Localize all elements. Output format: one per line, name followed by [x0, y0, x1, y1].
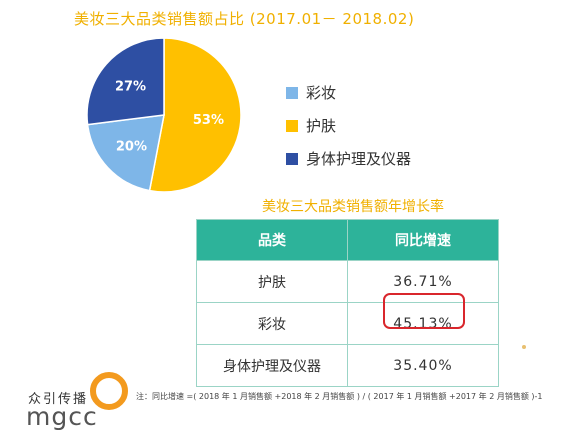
pie-slice-makeup [86, 114, 165, 192]
table-row: 身体护理及仪器 35.40% [196, 344, 499, 387]
legend-swatch-makeup [286, 86, 298, 99]
legend-item-makeup: 彩妆 [286, 76, 411, 109]
highlight-box [383, 293, 465, 329]
logo-en-text: mgcc [26, 402, 98, 431]
decorative-dot [522, 345, 526, 349]
table-header-row: 品类 同比增速 [196, 219, 499, 261]
pie-slice-skincare [148, 37, 242, 193]
header-growth: 同比增速 [347, 219, 499, 261]
pie-slice-skincare-label: 53% [193, 113, 224, 128]
footnote: 注：同比增速 =( 2018 年 1 月销售额 +2018 年 2 月销售额 )… [136, 392, 543, 401]
pie-slice-bodycare [86, 37, 165, 126]
legend-label-bodycare: 身体护理及仪器 [306, 150, 412, 168]
legend-item-bodycare: 身体护理及仪器 [286, 142, 411, 175]
table-row: 护肤 36.71% [196, 260, 499, 303]
pie-chart: 53% 20% 27% [86, 37, 242, 193]
legend-item-skincare: 护肤 [286, 109, 411, 142]
cell-category: 护肤 [196, 260, 348, 303]
header-category: 品类 [196, 219, 348, 261]
logo-ring-icon [90, 372, 128, 410]
cell-growth: 36.71% [347, 260, 499, 303]
pie-slice-bodycare-label: 27% [115, 79, 146, 94]
pie-chart-title: 美妆三大品类销售额占比 (2017.01－ 2018.02) [74, 10, 415, 28]
pie-slice-makeup-label: 20% [116, 140, 147, 155]
table-row: 彩妆 45.13% [196, 302, 499, 345]
cell-category: 身体护理及仪器 [196, 344, 348, 387]
cell-growth: 35.40% [347, 344, 499, 387]
cell-growth: 45.13% [347, 302, 499, 345]
legend-swatch-skincare [286, 119, 298, 132]
legend-swatch-bodycare [286, 152, 298, 165]
pie-legend: 彩妆 护肤 身体护理及仪器 [286, 76, 411, 175]
legend-label-makeup: 彩妆 [306, 84, 337, 102]
logo-cn-text: 众引传播 [28, 392, 89, 407]
legend-label-skincare: 护肤 [306, 117, 337, 135]
table-title: 美妆三大品类销售额年增长率 [262, 199, 444, 215]
growth-table: 品类 同比增速 护肤 36.71% 彩妆 45.13% 身体护理及仪器 35.4… [196, 219, 499, 387]
cell-category: 彩妆 [196, 302, 348, 345]
